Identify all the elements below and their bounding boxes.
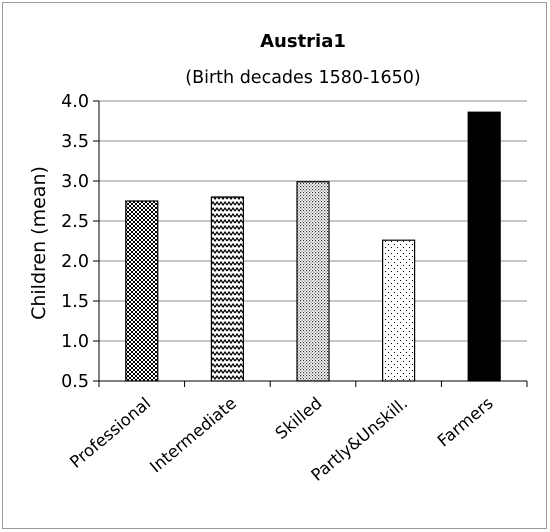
y-tick-labels: 0.5 1.0 1.5 2.0 2.5 3.0 3.5 4.0 (61, 92, 89, 392)
y-tick-label: 1.5 (61, 292, 89, 312)
bar-skilled (296, 181, 330, 382)
bar-partly-unskill (382, 239, 416, 382)
axes (93, 100, 528, 387)
bar-professional (125, 200, 159, 382)
chart-title: Austria1 (260, 31, 346, 52)
y-tick-label: 3.5 (61, 132, 89, 152)
x-tick-label: Intermediate (146, 394, 240, 477)
y-tick-label: 2.0 (61, 252, 89, 272)
x-tick-label: Professional (66, 394, 154, 472)
y-tick-label: 4.0 (61, 92, 89, 112)
y-axis-label: Children (mean) (28, 166, 50, 320)
y-tick-label: 3.0 (61, 172, 89, 192)
bar-farmers (467, 111, 501, 382)
x-tick-label: Skilled (272, 394, 326, 444)
bars (125, 111, 501, 382)
x-tick-label: Farmers (434, 394, 497, 451)
y-tick-label: 0.5 (61, 372, 89, 392)
y-tick-label: 2.5 (61, 212, 89, 232)
y-tick-label: 1.0 (61, 332, 89, 352)
bar-chart: Austria1 (Birth decades 1580-1650) 0.5 1.… (28, 31, 528, 485)
bar-intermediate (210, 196, 244, 382)
chart-subtitle: (Birth decades 1580-1650) (185, 68, 420, 88)
